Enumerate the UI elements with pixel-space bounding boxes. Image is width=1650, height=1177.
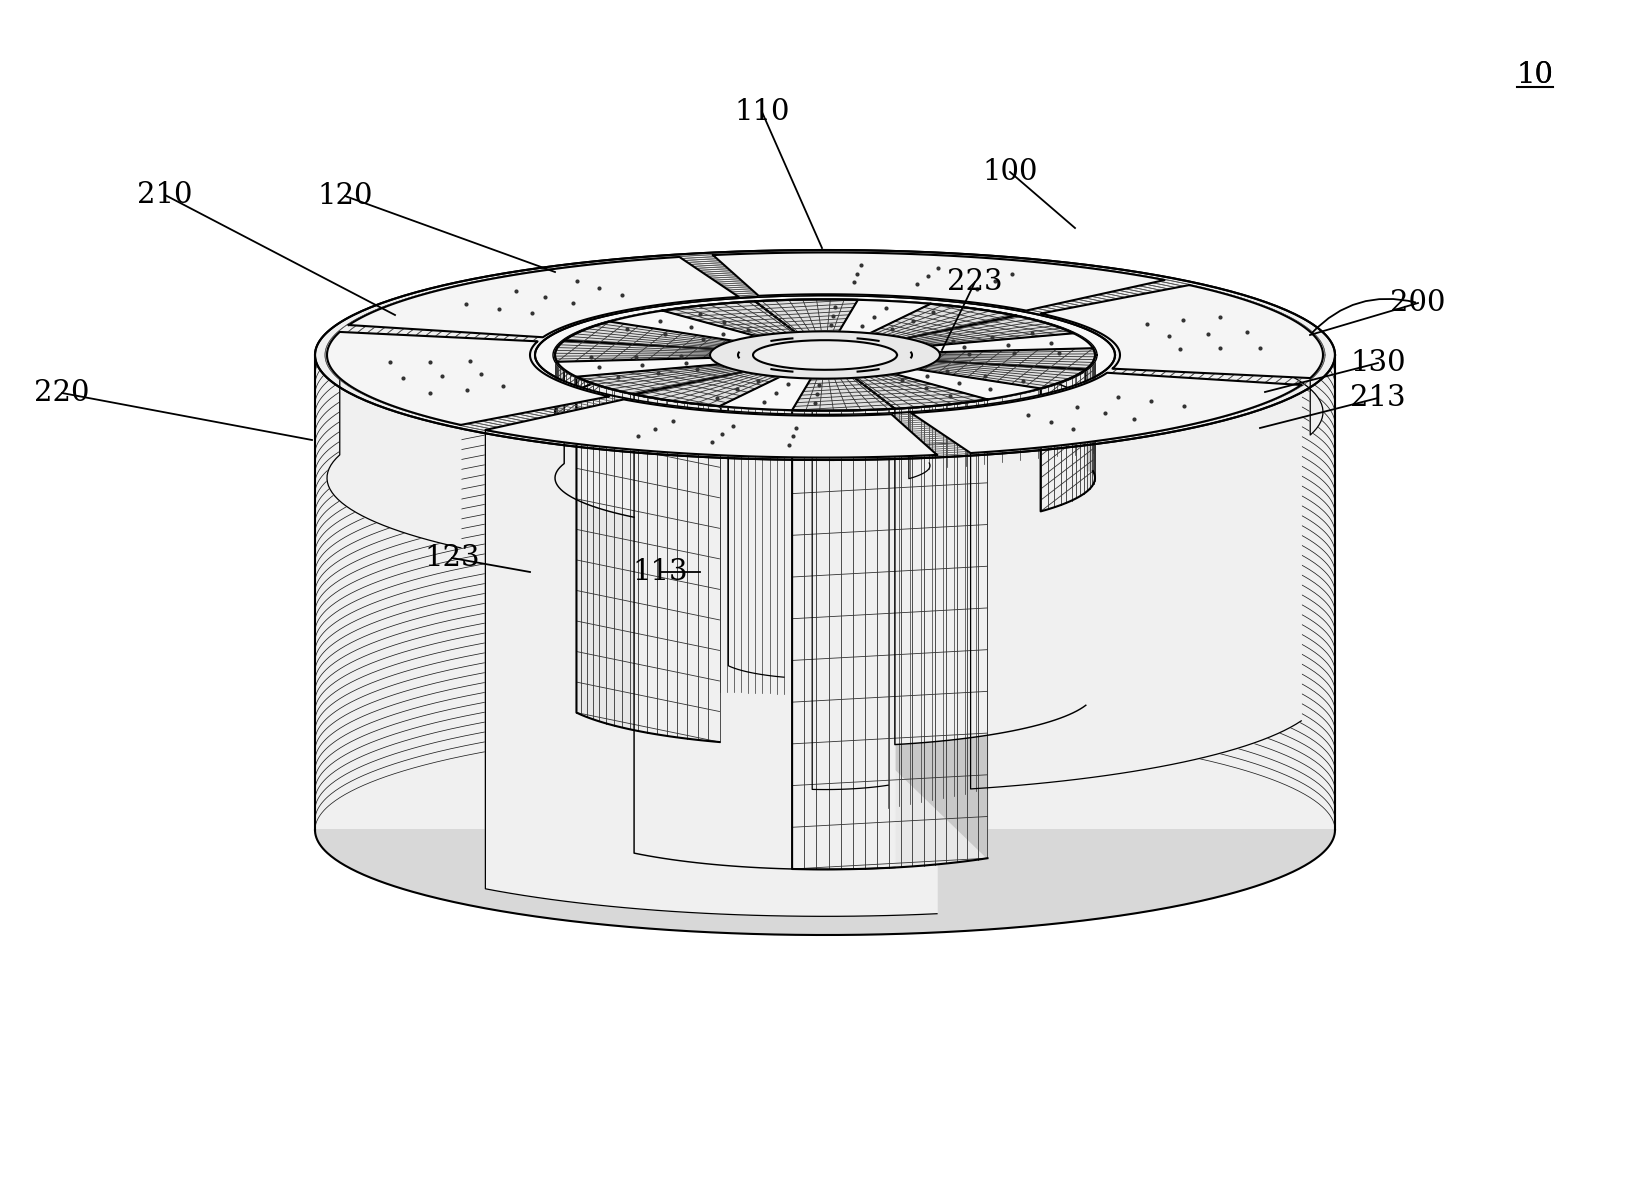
Polygon shape [853, 361, 1086, 408]
Text: 110: 110 [734, 98, 790, 126]
Polygon shape [327, 332, 460, 547]
Polygon shape [901, 315, 1096, 370]
Text: 120: 120 [317, 182, 373, 210]
Polygon shape [894, 370, 1086, 745]
Polygon shape [554, 321, 609, 419]
Polygon shape [792, 399, 987, 870]
Polygon shape [564, 301, 797, 350]
Polygon shape [315, 355, 1335, 830]
Text: 200: 200 [1391, 290, 1445, 317]
Polygon shape [315, 250, 1335, 460]
Polygon shape [710, 331, 940, 379]
Polygon shape [756, 299, 1016, 339]
Text: 210: 210 [137, 181, 193, 210]
Text: 123: 123 [424, 544, 480, 572]
Polygon shape [812, 372, 888, 790]
Polygon shape [710, 331, 940, 379]
Polygon shape [866, 304, 1074, 346]
Polygon shape [554, 340, 749, 394]
Text: 100: 100 [982, 158, 1038, 186]
Polygon shape [719, 343, 741, 408]
Polygon shape [719, 375, 784, 742]
Polygon shape [663, 299, 858, 338]
Polygon shape [554, 321, 741, 361]
Polygon shape [327, 332, 609, 425]
Polygon shape [792, 372, 987, 411]
Text: 213: 213 [1350, 384, 1406, 412]
Polygon shape [752, 340, 898, 370]
Polygon shape [911, 373, 1302, 453]
Text: 223: 223 [947, 268, 1003, 295]
Polygon shape [485, 430, 937, 917]
Polygon shape [1016, 315, 1096, 426]
Polygon shape [535, 295, 1115, 414]
Text: 220: 220 [35, 379, 89, 407]
Polygon shape [888, 372, 987, 858]
Polygon shape [752, 340, 898, 370]
Polygon shape [348, 257, 739, 338]
Polygon shape [970, 385, 1302, 789]
Polygon shape [558, 358, 721, 419]
Polygon shape [909, 352, 931, 479]
Polygon shape [576, 364, 784, 406]
Polygon shape [634, 371, 894, 411]
Text: 113: 113 [632, 558, 688, 586]
Text: 10: 10 [1516, 61, 1554, 89]
Polygon shape [1041, 285, 1323, 378]
Polygon shape [909, 348, 1096, 388]
Polygon shape [576, 377, 719, 742]
Polygon shape [1190, 285, 1323, 435]
Polygon shape [634, 394, 894, 870]
Polygon shape [1041, 348, 1096, 511]
Polygon shape [713, 253, 1165, 311]
Text: 130: 130 [1350, 350, 1406, 377]
Text: 10: 10 [1516, 61, 1554, 89]
Polygon shape [728, 364, 784, 677]
Polygon shape [485, 399, 937, 458]
Polygon shape [553, 299, 1097, 411]
Polygon shape [929, 348, 1092, 471]
Polygon shape [315, 830, 1335, 935]
Polygon shape [554, 340, 634, 517]
